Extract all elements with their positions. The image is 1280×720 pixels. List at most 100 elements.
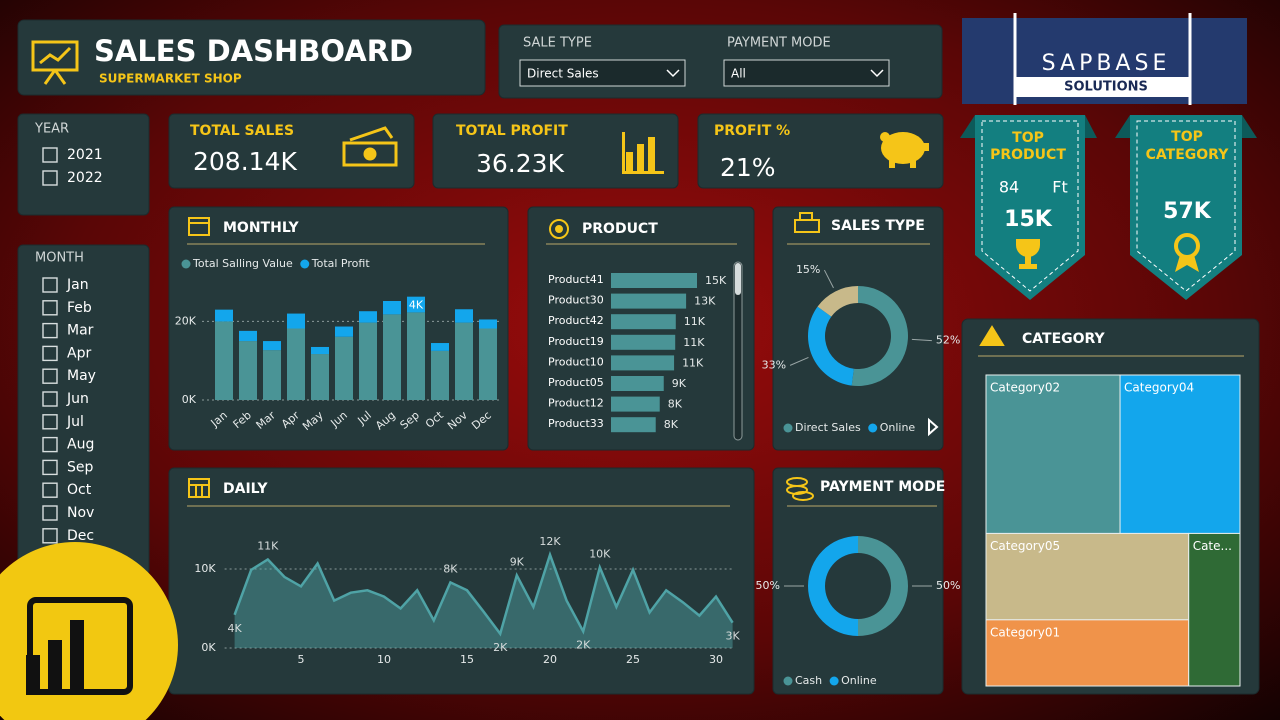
daily-panel [168,467,755,695]
value-label: 50% [756,579,780,592]
bar-segment [239,330,257,342]
checkbox[interactable] [42,414,58,430]
panel-title: PRODUCT [582,221,658,237]
money-icon [342,126,398,167]
dashboard-title: SALES DASHBOARD [94,34,413,68]
x-tick-label: 10 [377,653,391,666]
chevron [870,69,884,78]
panel-title: PAYMENT MODE [820,479,945,495]
badge-title: PRODUCT [990,147,1066,163]
bar-segment [215,321,233,400]
legend-next[interactable] [928,417,939,437]
leader-line [911,338,932,342]
category-label: Product30 [548,294,604,307]
badge-line: Ft [1052,178,1067,197]
category-label: Product33 [548,417,604,430]
dropdown-value: All [731,67,746,81]
checkbox[interactable] [42,459,58,476]
legend-label: Online [880,421,916,434]
bar-segment [383,314,401,400]
dropdown[interactable] [519,59,686,87]
presentation-icon [31,40,79,85]
bar [611,417,656,433]
value-label: 2K [493,641,508,654]
legend-label: Cash [795,674,822,687]
growth-icon [622,132,664,174]
category-label: Product42 [548,314,604,327]
value-label: 12K [539,535,561,548]
checkbox[interactable] [42,528,58,544]
slicer-label: YEAR [34,122,69,137]
checkbox[interactable] [42,300,58,316]
dropdown[interactable] [723,59,890,87]
tile-label: Category02 [990,381,1060,395]
dropdown-value: Direct Sales [527,67,599,81]
value-label: 11K [684,315,706,328]
bar-segment [407,296,425,313]
value-label: 11K [683,336,705,349]
value-label: 15K [705,274,727,287]
category-label: Product19 [548,335,604,348]
bar-segment [479,328,497,400]
month-option: Dec [67,528,94,544]
legend-label: Total Salling Value [192,257,293,270]
value-label: 3K [725,630,740,643]
month-option: Nov [67,505,94,521]
bar-segment [335,336,353,400]
donut-slice [851,286,908,386]
badge-value: 57K [1163,199,1212,224]
checkbox[interactable] [42,322,58,339]
month-option: Aug [67,437,94,453]
month-option: Jun [66,391,89,407]
bar-segment [455,322,473,400]
tile-label: Category01 [990,625,1060,639]
treemap-tile [1119,374,1241,534]
treemap-tile [1188,532,1241,687]
checkbox[interactable] [42,170,58,186]
tile-label: Category05 [990,539,1060,553]
value-label: 10K [589,547,611,560]
badge-title: TOP [1012,130,1044,146]
bar-segment [359,311,377,323]
checkbox[interactable] [42,482,58,498]
category-label: Product41 [548,273,604,286]
bar-segment [311,346,329,355]
checkbox[interactable] [42,345,58,362]
filter-label: PAYMENT MODE [727,36,831,51]
bar-segment [359,322,377,400]
checkbox[interactable] [42,505,58,521]
badge-title: CATEGORY [1146,147,1230,163]
bar-segment [455,309,473,323]
donut-slice [808,306,854,386]
month-options: Jan Feb Mar Apr May Jun Jul Aug Sep Oct Nov Dec [42,277,96,544]
bar-segment [431,350,449,400]
checkbox[interactable] [42,368,58,384]
sales-type-panel [772,206,944,451]
badge [960,115,1097,300]
leader-line [823,269,834,289]
scrollbar-thumb[interactable] [735,263,741,295]
legend-swatch [783,676,793,686]
checkbox[interactable] [42,391,58,407]
category-label: Product12 [548,397,604,410]
year-option: 2022 [67,170,103,186]
logo-name: SAPBASE [1042,51,1171,76]
value-label: 50% [936,579,960,592]
checkbox[interactable] [42,147,58,163]
line [233,550,734,637]
bar-segment [263,341,281,351]
y-tick-label: 0K [182,393,197,406]
legend-swatch [300,259,310,269]
checkbox[interactable] [42,277,58,293]
panel-title: CATEGORY [1022,331,1106,347]
header-panel [17,19,486,96]
value-label: 52% [936,334,960,347]
value-label: 15% [796,263,820,276]
month-option: Apr [67,345,91,361]
scrollbar[interactable] [733,261,743,441]
checkbox[interactable] [42,436,58,453]
legend-swatch [829,676,839,686]
bar [611,334,676,350]
